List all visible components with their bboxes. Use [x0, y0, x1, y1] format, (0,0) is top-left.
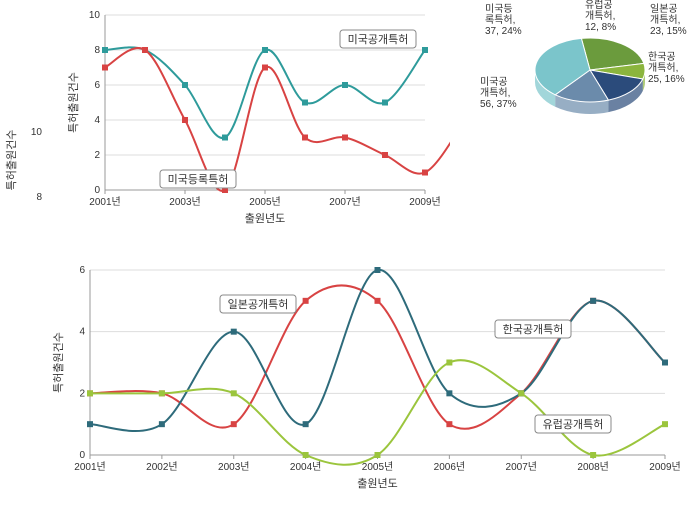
series-marker — [590, 298, 596, 304]
series-marker — [102, 65, 108, 71]
x-tick-label: 2003년 — [169, 196, 200, 208]
series-label-text: 유럽공개특허 — [543, 417, 604, 431]
y-tick-label: 2 — [94, 150, 100, 161]
x-tick-label: 2005년 — [249, 196, 280, 208]
x-tick-label: 2001년 — [74, 461, 105, 473]
pie-label-name: 미국등 — [485, 3, 513, 15]
y-tick-label: 0 — [79, 450, 85, 461]
series-line-미국등록특허 — [105, 48, 450, 191]
series-marker — [142, 47, 148, 53]
series-label-text: 미국공개특허 — [348, 33, 409, 46]
x-tick-label: 2007년 — [329, 196, 360, 208]
y-axis-label: 특허출원건수 — [67, 72, 80, 133]
y-tick-label: 4 — [94, 115, 100, 126]
series-marker — [422, 47, 428, 53]
series-marker — [262, 65, 268, 71]
y-tick-label: 0 — [94, 185, 100, 196]
x-tick-label: 2001년 — [89, 196, 120, 208]
y-tick-label: 4 — [79, 327, 85, 338]
outer-y-axis: 특허출원건수 10 8 — [0, 0, 60, 280]
series-marker — [375, 452, 381, 458]
y-axis-label: 특허출원건수 — [52, 332, 65, 393]
series-marker — [182, 117, 188, 123]
series-marker — [231, 421, 237, 427]
series-marker — [303, 298, 309, 304]
series-marker — [231, 329, 237, 335]
series-marker — [302, 135, 308, 141]
outer-tick-10: 10 — [31, 127, 43, 138]
x-tick-label: 2006년 — [434, 461, 465, 473]
bottom-chart: 0 2 4 6 2001년 2002년 2003년 2004년 2005년 2006년 2007년 2… — [45, 260, 685, 500]
series-marker — [518, 390, 524, 396]
pie-label-value: 37, 24% — [485, 26, 522, 37]
series-marker — [662, 421, 668, 427]
pie-label-name2: 록특허, — [485, 14, 515, 26]
pie-label-name: 유럽공 — [585, 0, 613, 11]
series-marker — [303, 452, 309, 458]
series-marker — [382, 152, 388, 158]
y-tick-label: 6 — [79, 265, 85, 276]
x-tick-label: 2009년 — [409, 196, 440, 208]
pie-label-name: 한국공 — [648, 51, 676, 63]
series-marker — [382, 100, 388, 106]
y-tick-label: 2 — [79, 388, 85, 399]
top-chart: 0 2 4 6 8 10 2001년 2003년 2005년 2007년 2009년출원년도 특허출원… — [60, 5, 450, 235]
series-line-유럽공개특허 — [90, 360, 665, 465]
series-marker — [87, 390, 93, 396]
series-label-text: 일본공개특허 — [228, 297, 289, 311]
x-tick-label: 2002년 — [146, 461, 177, 473]
series-marker — [342, 135, 348, 141]
series-marker — [446, 360, 452, 366]
series-marker — [590, 452, 596, 458]
series-marker — [102, 47, 108, 53]
pie-label-value: 12, 8% — [585, 22, 616, 33]
y-tick-label: 6 — [94, 80, 100, 91]
x-tick-label: 2008년 — [577, 461, 608, 473]
pie-label-name2: 개특허, — [585, 10, 615, 22]
x-tick-label: 2007년 — [506, 461, 537, 473]
pie-label-value: 25, 16% — [648, 74, 685, 85]
series-line-한국공개특허 — [90, 270, 665, 431]
series-marker — [222, 135, 228, 141]
series-marker — [375, 267, 381, 273]
series-marker — [375, 298, 381, 304]
pie-label-name: 미국공 — [480, 76, 508, 88]
series-marker — [87, 421, 93, 427]
x-tick-label: 2005년 — [362, 461, 393, 473]
pie-label-value: 56, 37% — [480, 99, 517, 110]
x-axis-label: 출원년도 — [245, 212, 285, 225]
outer-y-label: 특허출원건수 — [5, 130, 18, 191]
pie-chart: 미국등록특허,37, 24%유럽공개특허,12, 8%일본공개특허,23, 15… — [450, 0, 695, 140]
series-marker — [159, 390, 165, 396]
series-marker — [446, 421, 452, 427]
outer-tick-8: 8 — [36, 192, 42, 203]
pie-label-name2: 개특허, — [650, 14, 680, 26]
x-tick-label: 2003년 — [218, 461, 249, 473]
x-tick-label: 2009년 — [649, 461, 680, 473]
pie-label-name: 일본공 — [650, 3, 678, 15]
series-label-text: 한국공개특허 — [503, 323, 564, 336]
series-marker — [662, 360, 668, 366]
pie-label-name2: 개특허, — [480, 87, 510, 99]
pie-label-name2: 개특허, — [648, 62, 678, 74]
series-marker — [342, 82, 348, 88]
y-tick-label: 10 — [89, 10, 101, 21]
pie-label-value: 23, 15% — [650, 26, 687, 37]
series-marker — [182, 82, 188, 88]
series-marker — [422, 170, 428, 176]
series-marker — [231, 390, 237, 396]
series-marker — [159, 421, 165, 427]
series-label-text: 미국등록특허 — [168, 173, 229, 186]
series-marker — [303, 421, 309, 427]
series-marker — [446, 390, 452, 396]
series-line-미국공개특허 — [105, 47, 425, 138]
x-axis-label: 출원년도 — [357, 477, 397, 490]
series-marker — [262, 47, 268, 53]
x-tick-label: 2004년 — [290, 461, 321, 473]
y-tick-label: 8 — [94, 45, 100, 56]
series-marker — [302, 100, 308, 106]
